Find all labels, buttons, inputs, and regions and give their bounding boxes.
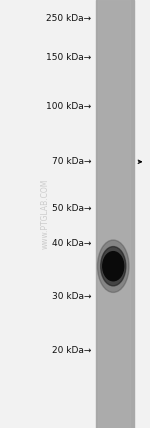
Text: 250 kDa→: 250 kDa→ — [46, 14, 92, 24]
Ellipse shape — [103, 252, 124, 281]
Text: 30 kDa→: 30 kDa→ — [52, 292, 92, 301]
Ellipse shape — [101, 247, 126, 286]
Text: 50 kDa→: 50 kDa→ — [52, 204, 92, 214]
Text: 150 kDa→: 150 kDa→ — [46, 53, 92, 62]
Bar — [96, 0, 134, 428]
Text: 70 kDa→: 70 kDa→ — [52, 157, 92, 166]
Text: www.PTGLAB.COM: www.PTGLAB.COM — [40, 179, 50, 249]
Text: 100 kDa→: 100 kDa→ — [46, 101, 92, 111]
Ellipse shape — [98, 240, 129, 292]
Bar — [98, 0, 130, 428]
Text: 40 kDa→: 40 kDa→ — [52, 238, 92, 248]
Text: 20 kDa→: 20 kDa→ — [52, 346, 92, 356]
